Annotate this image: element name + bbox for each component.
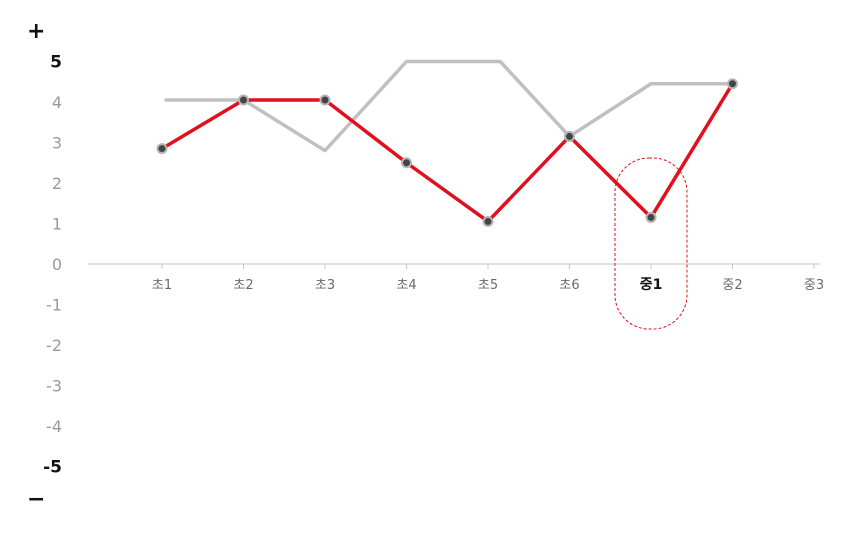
data-point: [482, 215, 494, 227]
y-tick-label: 3: [52, 134, 62, 153]
series-layer: [156, 59, 738, 227]
x-tick-label: 초5: [478, 278, 498, 293]
minus-sign: −: [27, 487, 45, 512]
x-axis: 초1 초2 초3 초4 초5 초6 중1 중2 중3: [88, 263, 824, 293]
x-tick-label: 초2: [233, 278, 253, 293]
data-point: [319, 94, 331, 106]
y-tick-label: 1: [52, 215, 62, 234]
y-tick-label: -1: [46, 296, 62, 315]
highlight-outline: [614, 157, 688, 330]
x-tick-label: 중1: [640, 277, 663, 293]
y-tick-label: 0: [52, 255, 62, 274]
plus-sign: +: [27, 19, 45, 44]
series-line: [164, 59, 735, 153]
y-tick-label: 5: [50, 53, 62, 73]
y-tick-label: -4: [46, 417, 62, 436]
x-tick-label: 초3: [315, 278, 335, 293]
x-tick-label: 초1: [152, 278, 172, 293]
data-point: [238, 94, 249, 106]
y-axis: +5 4 3 2 1 0 -1 -2 -3 -4 -5 −: [27, 19, 62, 512]
y-tick-label: 4: [52, 93, 62, 112]
series-line: [160, 82, 735, 224]
x-tick-label: 중2: [722, 278, 742, 293]
data-point: [401, 157, 412, 169]
y-tick-label: -3: [46, 377, 62, 396]
x-tick-label: 초4: [396, 278, 416, 293]
y-tick-label: -5: [43, 458, 62, 478]
data-point: [564, 130, 575, 142]
x-tick-label: 초6: [559, 278, 579, 293]
y-tick-label: -2: [46, 336, 62, 355]
data-point: [156, 143, 168, 155]
x-tick-label: 중3: [804, 278, 824, 293]
data-point: [645, 211, 657, 223]
data-point: [727, 78, 738, 90]
y-tick-label: 2: [52, 174, 62, 193]
